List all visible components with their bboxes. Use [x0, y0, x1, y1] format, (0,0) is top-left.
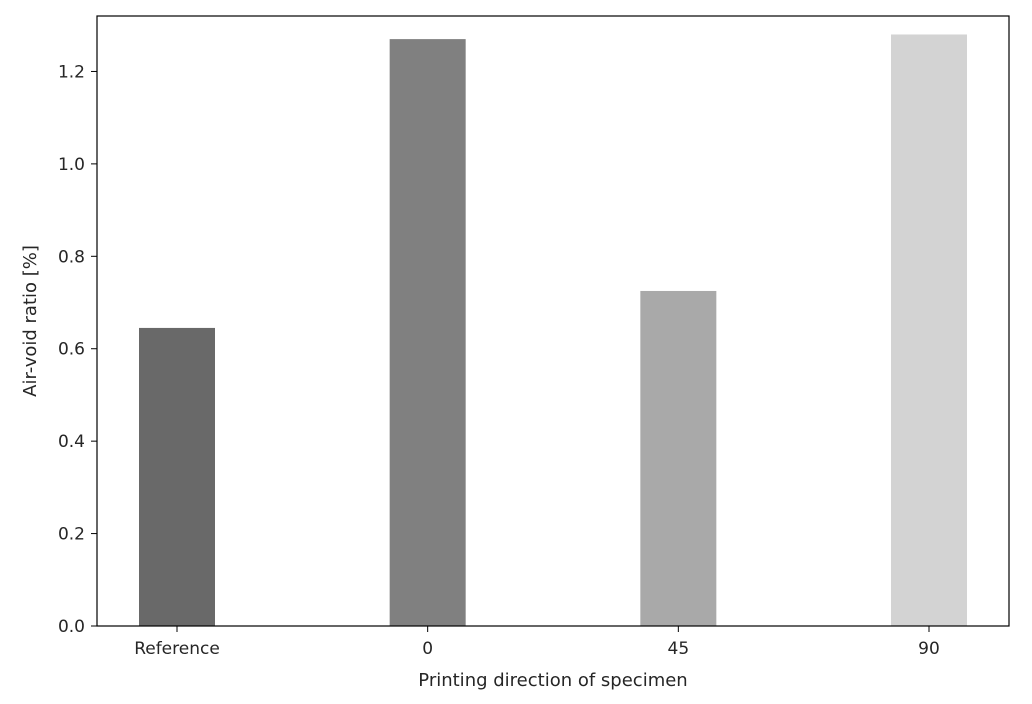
y-tick-label: 0.2 [58, 525, 85, 545]
bar-90 [891, 34, 967, 626]
x-tick-label: 0 [422, 639, 433, 659]
y-tick-label: 1.2 [58, 62, 85, 82]
y-tick-label: 0.8 [58, 247, 85, 267]
y-tick-label: 0.4 [58, 432, 85, 452]
y-axis-label: Air-void ratio [%] [20, 245, 41, 397]
bars-layer [139, 34, 967, 626]
plot-frame [96, 15, 1010, 627]
bar-reference [139, 327, 215, 626]
x-tick-label: 45 [668, 639, 690, 659]
plot-background [97, 16, 1009, 626]
x-axis-label: Printing direction of specimen [418, 670, 687, 691]
y-tick-label: 0.6 [58, 340, 85, 360]
x-tick-label: 90 [918, 639, 940, 659]
bar-0 [389, 39, 466, 626]
bar-45 [640, 290, 717, 626]
ticks-layer: Reference 0 45 90 0.0 0.2 0.4 0.6 0.8 1.0 1.2 [58, 62, 940, 659]
y-tick-label: 0.0 [58, 617, 85, 637]
y-tick-label: 1.0 [58, 155, 85, 175]
x-tick-label: Reference [134, 639, 220, 659]
